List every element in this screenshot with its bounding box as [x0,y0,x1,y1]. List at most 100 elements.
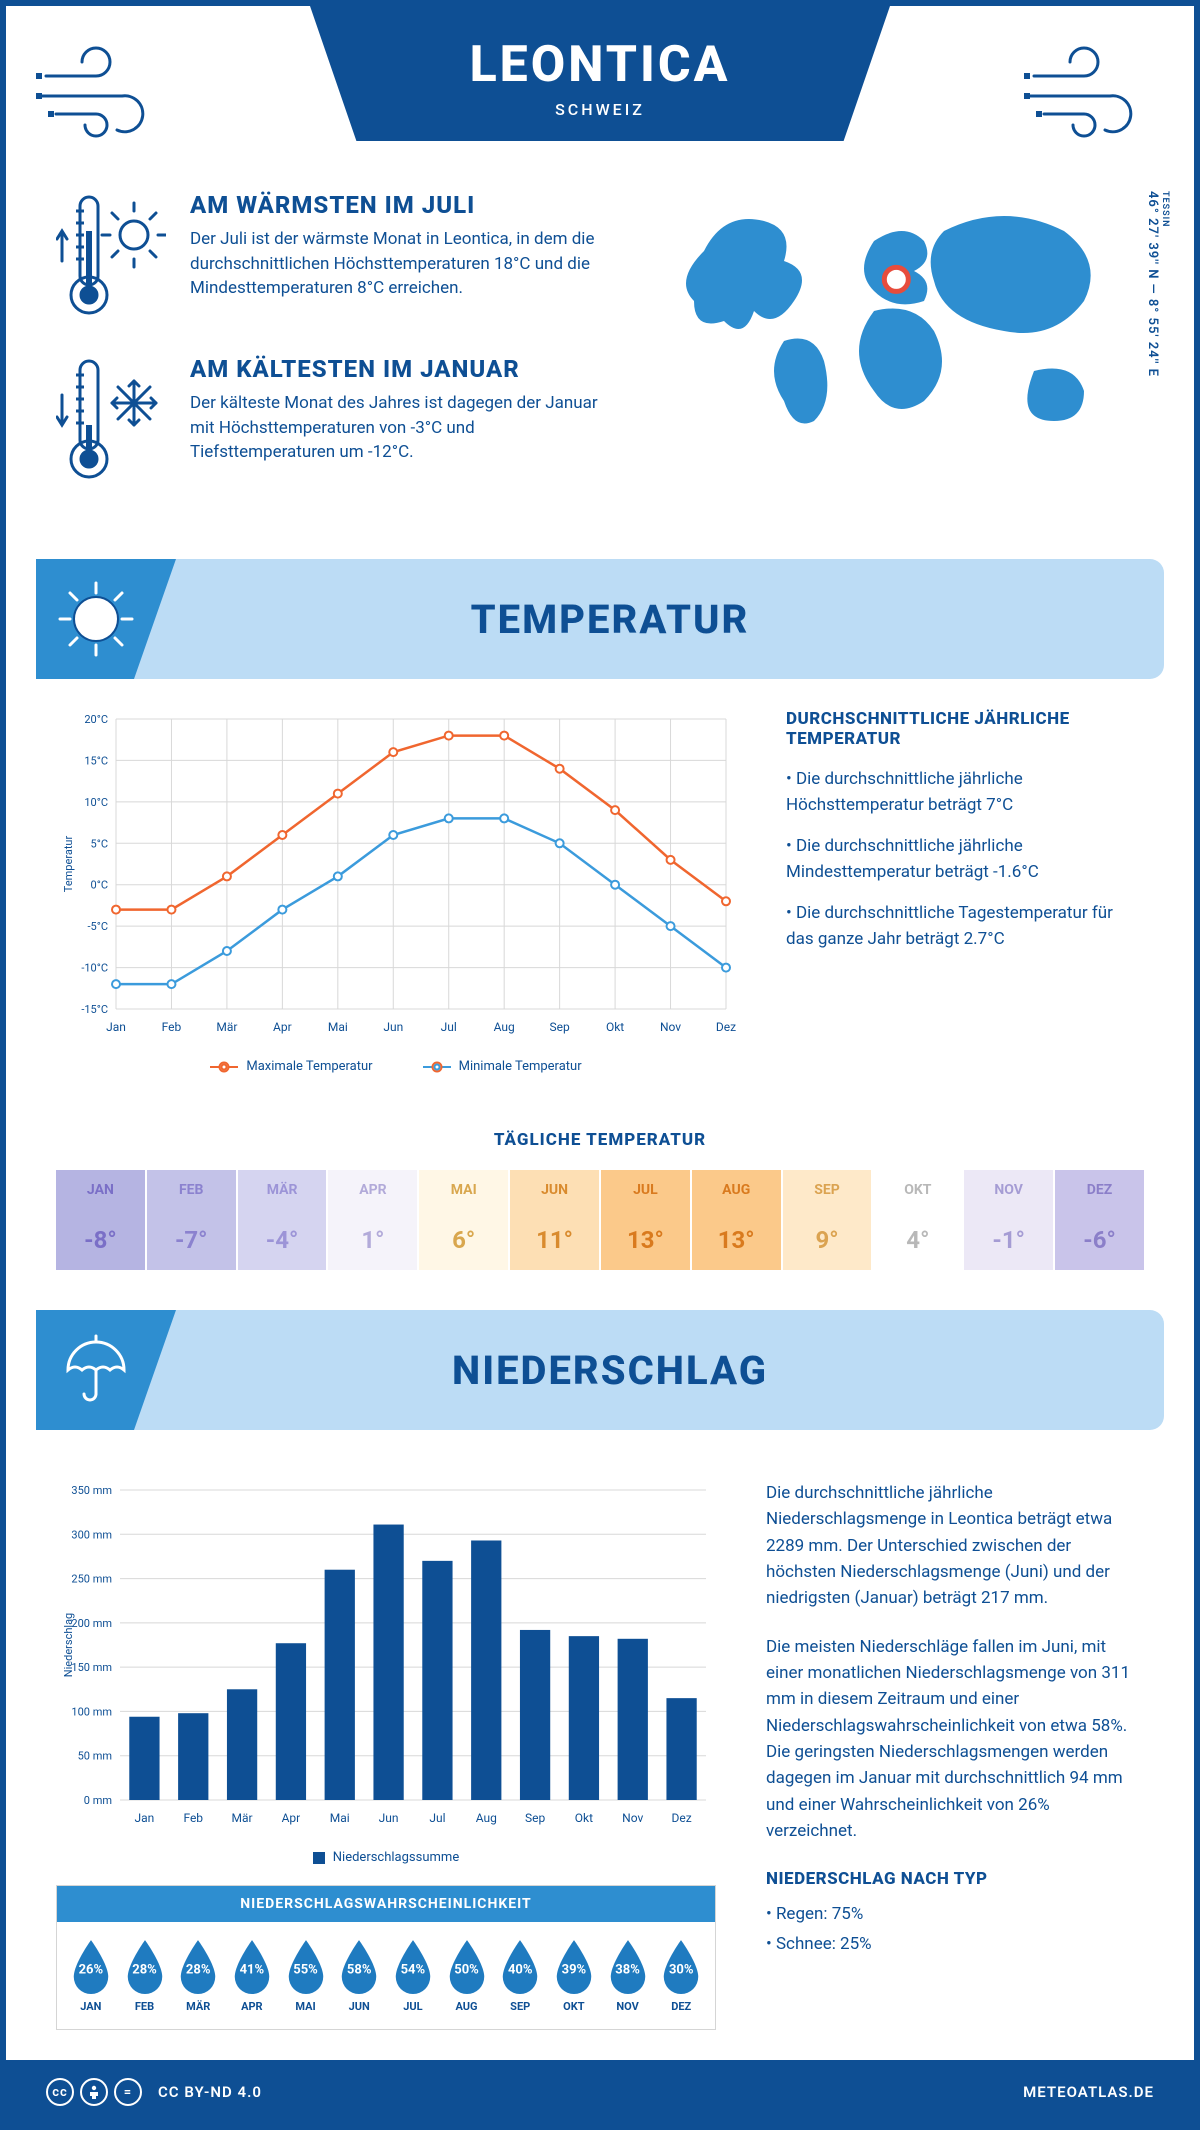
probability-cell: 40%SEP [494,1938,546,2013]
temp-bullet: • Die durchschnittliche Tagestemperatur … [786,901,1144,952]
precip-para2: Die meisten Niederschläge fallen im Juni… [766,1634,1144,1845]
probability-cell: 39%OKT [548,1938,600,2013]
svg-text:Okt: Okt [606,1020,624,1034]
daily-temp-cell: FEB-7° [147,1170,238,1270]
svg-text:100 mm: 100 mm [71,1705,112,1718]
country-subtitle: SCHWEIZ [310,100,890,119]
sun-icon [56,579,136,659]
nd-icon: = [114,2078,142,2106]
umbrella-icon [56,1330,136,1410]
wind-icon [36,36,176,146]
svg-text:Jul: Jul [441,1020,457,1034]
daily-temp-cell: DEZ-6° [1055,1170,1144,1270]
temp-bullet: • Die durchschnittliche jährliche Mindes… [786,834,1144,885]
svg-text:300 mm: 300 mm [71,1528,112,1541]
thermometer-sun-icon [56,191,166,321]
by-icon [80,2078,108,2106]
temperature-heading: TEMPERATUR [176,596,1164,643]
daily-temp-cell: JUL13° [601,1170,692,1270]
precipitation-bar-chart: 0 mm50 mm100 mm150 mm200 mm250 mm300 mm3… [56,1480,716,1840]
coordinates-label: TESSIN 46° 27' 39'' N — 8° 55' 24'' E [1145,191,1170,377]
precip-type-item: • Regen: 75% [766,1901,1144,1927]
svg-text:Okt: Okt [575,1811,593,1825]
svg-text:Sep: Sep [525,1811,545,1825]
license-text: CC BY-ND 4.0 [158,2083,262,2101]
daily-temp-cell: SEP9° [783,1170,874,1270]
precipitation-probability-box: NIEDERSCHLAGSWAHRSCHEINLICHKEIT 26%JAN28… [56,1885,716,2030]
site-name: METEOATLAS.DE [1023,2083,1154,2101]
daily-temp-cell: OKT4° [873,1170,964,1270]
svg-text:Jan: Jan [106,1020,126,1034]
svg-text:20°C: 20°C [84,713,108,726]
probability-title: NIEDERSCHLAGSWAHRSCHEINLICHKEIT [57,1886,715,1922]
svg-text:15°C: 15°C [84,754,108,767]
svg-text:Jul: Jul [429,1811,445,1825]
svg-text:Jun: Jun [383,1020,403,1034]
probability-cell: 26%JAN [65,1938,117,2013]
probability-cell: 30%DEZ [655,1938,707,2013]
daily-temp-cell: NOV-1° [964,1170,1055,1270]
daily-temp-cell: APR1° [328,1170,419,1270]
temp-info-title: DURCHSCHNITTLICHE JÄHRLICHE TEMPERATUR [786,709,1144,749]
infographic-page: LEONTICA SCHWEIZ [0,0,1200,2130]
svg-text:Aug: Aug [476,1811,497,1825]
temperature-chart: -15°C-10°C-5°C0°C5°C10°C15°C20°CJanFebMä… [56,709,736,1074]
license-block: cc = CC BY-ND 4.0 [46,2078,262,2106]
footer: cc = CC BY-ND 4.0 METEOATLAS.DE [6,2060,1194,2124]
svg-text:Nov: Nov [622,1811,643,1825]
warmest-factoid: AM WÄRMSTEN IM JULI Der Juli ist der wär… [56,191,624,321]
daily-temp-title: TÄGLICHE TEMPERATUR [6,1130,1194,1150]
svg-text:Niederschlag: Niederschlag [62,1613,75,1677]
svg-text:Temperatur: Temperatur [62,836,75,893]
svg-text:Jan: Jan [135,1811,155,1825]
warmest-text: Der Juli ist der wärmste Monat in Leonti… [190,227,620,301]
temperature-info: DURCHSCHNITTLICHE JÄHRLICHE TEMPERATUR •… [786,709,1144,1074]
city-title: LEONTICA [310,36,890,94]
svg-text:Dez: Dez [716,1020,736,1034]
daily-temp-grid: JAN-8°FEB-7°MÄR-4°APR1°MAI6°JUN11°JUL13°… [56,1170,1144,1270]
svg-text:Feb: Feb [162,1020,182,1034]
svg-text:250 mm: 250 mm [71,1573,112,1586]
svg-text:-5°C: -5°C [88,920,109,933]
precipitation-info: Die durchschnittliche jährliche Niedersc… [766,1480,1144,2030]
daily-temp-cell: AUG13° [692,1170,783,1270]
svg-text:Aug: Aug [494,1020,515,1034]
svg-text:-15°C: -15°C [81,1003,108,1016]
svg-text:Mär: Mär [216,1020,237,1034]
coldest-title: AM KÄLTESTEN IM JANUAR [190,355,620,383]
svg-text:5°C: 5°C [91,837,108,850]
daily-temp-cell: JAN-8° [56,1170,147,1270]
precipitation-heading: NIEDERSCHLAG [176,1347,1164,1394]
daily-temp-cell: MÄR-4° [238,1170,329,1270]
precipitation-section-header: NIEDERSCHLAG [36,1310,1164,1430]
coldest-text: Der kälteste Monat des Jahres ist dagege… [190,391,620,465]
world-map: TESSIN 46° 27' 39'' N — 8° 55' 24'' E [664,191,1144,519]
probability-cell: 28%MÄR [172,1938,224,2013]
temperature-section-header: TEMPERATUR [36,559,1164,679]
coldest-factoid: AM KÄLTESTEN IM JANUAR Der kälteste Mona… [56,355,624,485]
daily-temp-cell: JUN11° [510,1170,601,1270]
svg-text:Nov: Nov [660,1020,681,1034]
svg-text:Feb: Feb [183,1811,203,1825]
precipitation-chart-column: 0 mm50 mm100 mm150 mm200 mm250 mm300 mm3… [56,1480,716,2030]
svg-text:0 mm: 0 mm [84,1794,112,1807]
precip-para1: Die durchschnittliche jährliche Niedersc… [766,1480,1144,1612]
wind-icon [1024,36,1164,146]
probability-cell: 55%MAI [280,1938,332,2013]
probability-cell: 38%NOV [602,1938,654,2013]
probability-cell: 28%FEB [119,1938,171,2013]
svg-text:Sep: Sep [550,1020,570,1034]
cc-icon: cc [46,2078,74,2106]
svg-text:Mär: Mär [232,1811,253,1825]
warmest-title: AM WÄRMSTEN IM JULI [190,191,620,219]
svg-text:150 mm: 150 mm [71,1661,112,1674]
svg-text:350 mm: 350 mm [71,1484,112,1497]
probability-cell: 54%JUL [387,1938,439,2013]
svg-text:Mai: Mai [328,1020,348,1034]
svg-text:Dez: Dez [671,1811,691,1825]
svg-text:Jun: Jun [379,1811,399,1825]
intro-section: AM WÄRMSTEN IM JULI Der Juli ist der wär… [6,141,1194,549]
daily-temp-cell: MAI6° [419,1170,510,1270]
svg-text:Apr: Apr [282,1811,301,1825]
precip-by-type-title: NIEDERSCHLAG NACH TYP [766,1866,1144,1892]
